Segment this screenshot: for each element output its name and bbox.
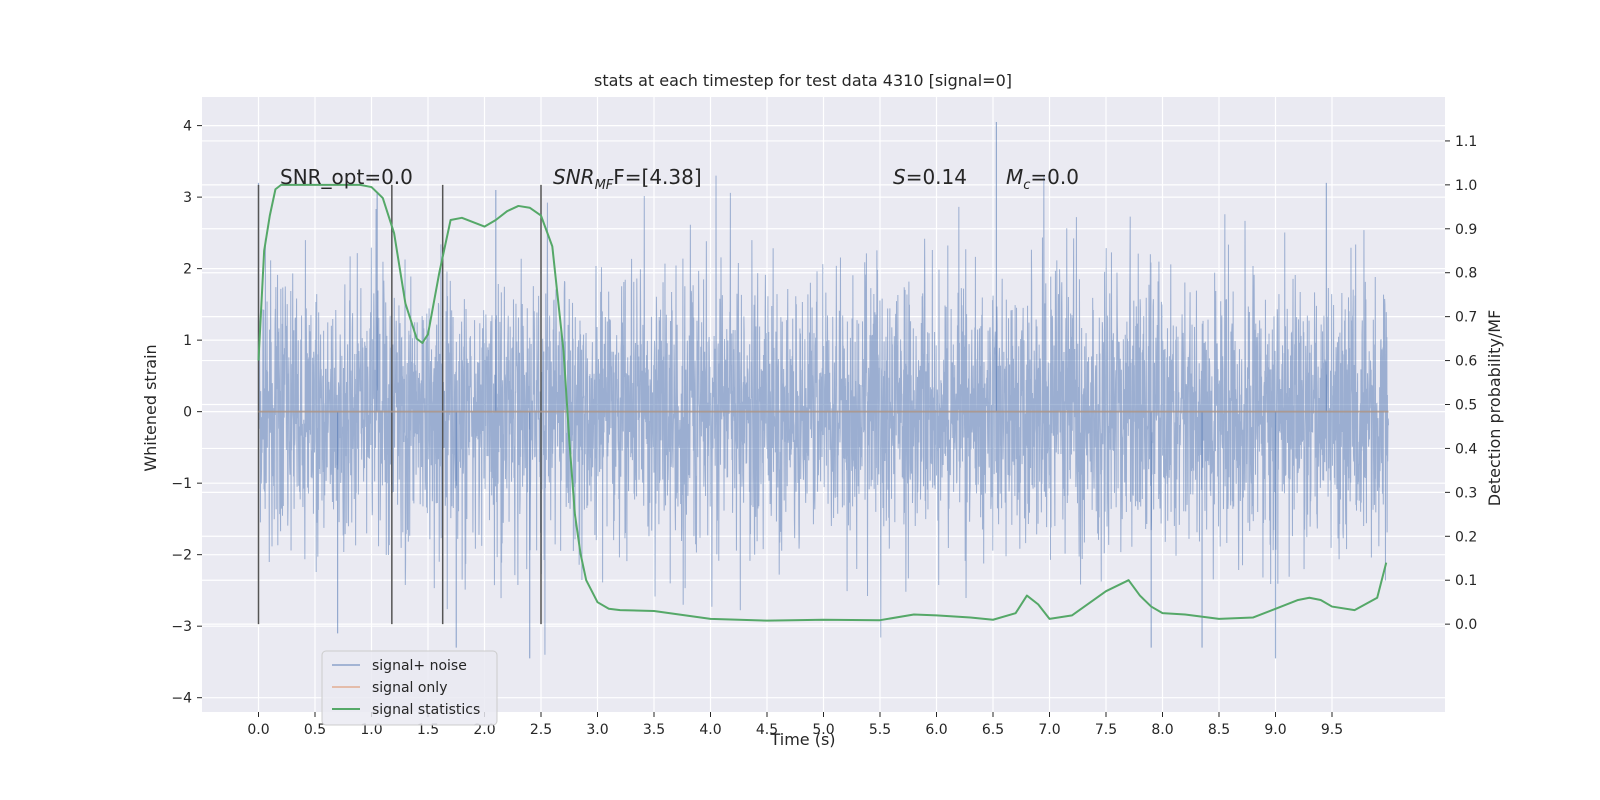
y-tick-label: 1: [183, 333, 192, 349]
y2-tick-label: 0.1: [1455, 573, 1477, 589]
x-tick-label: 3.0: [586, 722, 608, 738]
y-tick-label: 2: [183, 262, 192, 278]
x-tick-label: 1.5: [417, 722, 439, 738]
annotation-mc-label: M: [1006, 165, 1023, 189]
y2-tick-label: 0.0: [1455, 617, 1477, 633]
y-tick-label: 0: [183, 405, 192, 421]
legend-label-signal-statistics: signal statistics: [372, 702, 480, 718]
y2-tick-label: 1.0: [1455, 178, 1477, 194]
x-tick-label: 0.5: [304, 722, 326, 738]
y2-tick-label: 0.3: [1455, 485, 1477, 501]
y2-tick-label: 0.5: [1455, 398, 1477, 414]
x-tick-label: 6.5: [982, 722, 1004, 738]
annotation-snr-mf-rest: F=[4.38]: [613, 165, 701, 189]
y2-tick-label: 0.8: [1455, 266, 1477, 282]
annotation-mc: Mc=0.0: [1006, 165, 1079, 193]
x-tick-label: 9.5: [1321, 722, 1343, 738]
legend-label-signal-only: signal only: [372, 680, 447, 696]
annotation-s: S=0.14: [893, 165, 967, 189]
x-tick-label: 0.0: [247, 722, 269, 738]
y-tick-label: 4: [183, 119, 192, 135]
x-tick-label: 8.5: [1208, 722, 1230, 738]
annotation-mc-value: =0.0: [1030, 165, 1079, 189]
y2-tick-label: 0.6: [1455, 354, 1477, 370]
x-tick-label: 6.0: [925, 722, 947, 738]
x-tick-label: 2.0: [473, 722, 495, 738]
y2-tick-label: 0.7: [1455, 310, 1477, 326]
annotation-snr-mf-sub: MF: [595, 178, 614, 193]
y-tick-label: −4: [171, 691, 192, 707]
y-tick-label: −2: [171, 548, 192, 564]
x-tick-label: 9.0: [1264, 722, 1286, 738]
noise-trace: [258, 175, 1389, 655]
legend-box: [321, 650, 498, 726]
annotation-mc-sub: c: [1023, 178, 1030, 193]
series-signal-statistics: [257, 183, 1388, 622]
x-tick-label: 4.5: [756, 722, 778, 738]
x-tick-label: 7.0: [1038, 722, 1060, 738]
x-tick-label: 8.0: [1151, 722, 1173, 738]
legend-label-signal-noise: signal+ noise: [372, 658, 467, 674]
x-tick-label: 3.5: [643, 722, 665, 738]
y-tick-label: 3: [183, 190, 192, 206]
x-tick-label: 5.0: [812, 722, 834, 738]
legend: signal+ noise signal only signal statist…: [321, 650, 498, 726]
x-tick-label: 5.5: [869, 722, 891, 738]
y-tick-label: −3: [171, 619, 192, 635]
annotation-snr-mf: SNRMFF=[4.38]: [553, 165, 702, 193]
y2-tick-label: 0.4: [1455, 441, 1477, 457]
y2-axis-label: Detection probability/MF: [1485, 310, 1504, 507]
x-tick-label: 1.0: [360, 722, 382, 738]
annotation-s-label: S: [893, 165, 906, 189]
annotation-snr-opt: SNR_opt=0.0: [280, 165, 413, 189]
statistics-line: [257, 183, 1388, 622]
x-tick-label: 7.5: [1095, 722, 1117, 738]
y-axis-label: Whitened strain: [141, 344, 160, 471]
y2-tick-label: 1.1: [1455, 134, 1477, 150]
annotation-snr-mf-label: SNR: [553, 165, 595, 189]
x-tick-label: 2.5: [530, 722, 552, 738]
y2-tick-label: 0.9: [1455, 222, 1477, 238]
y-axis-ticks: −4 −3 −2 −1 0 1 2 3 4: [171, 119, 202, 707]
marker-lines: [257, 184, 542, 625]
y-tick-label: −1: [171, 476, 192, 492]
annotation-s-value: =0.14: [906, 165, 967, 189]
x-axis-label: Time (s): [769, 730, 835, 749]
x-axis-ticks: 0.0 0.5 1.0 1.5 2.0 2.5 3.0 3.5 4.0 4.5 5.0 5.5 6.0 6…: [247, 712, 1343, 738]
y2-axis-ticks: 0.0 0.1 0.2 0.3 0.4 0.5 0.6 0.7 0.8 0.9 1.0 1.1: [1445, 134, 1477, 633]
chart-title: stats at each timestep for test data 431…: [594, 71, 1012, 90]
y2-tick-label: 0.2: [1455, 529, 1477, 545]
x-tick-label: 4.0: [699, 722, 721, 738]
